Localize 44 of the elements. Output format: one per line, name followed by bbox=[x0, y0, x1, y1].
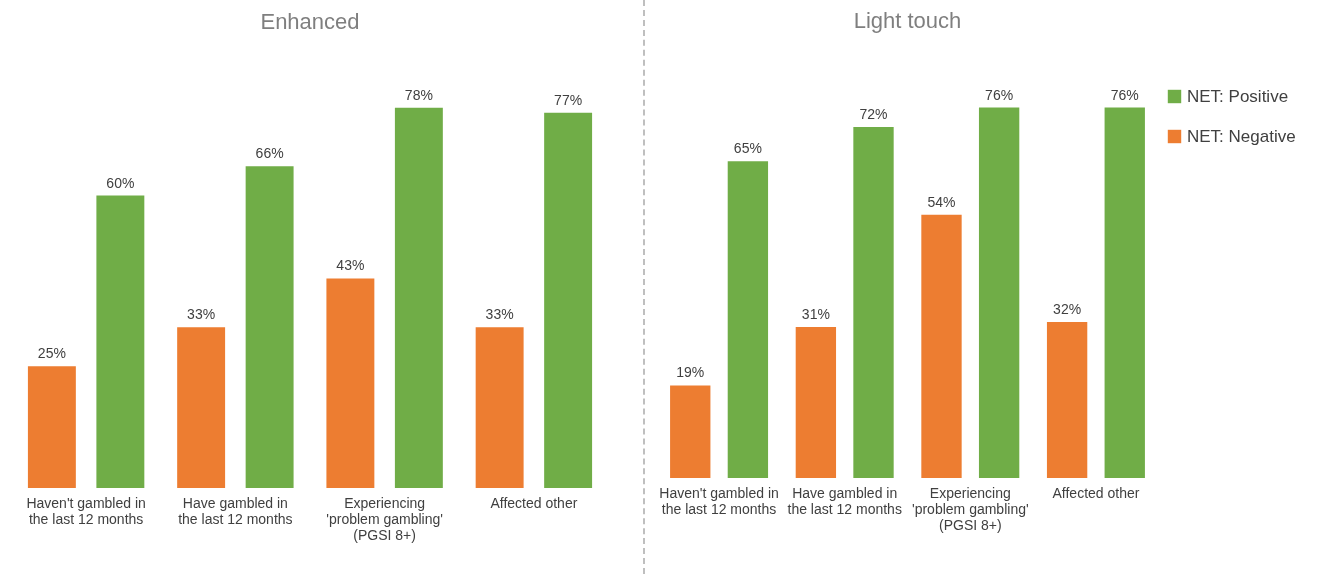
bar bbox=[1104, 107, 1145, 478]
bar bbox=[795, 326, 837, 478]
bar bbox=[727, 161, 769, 478]
data-label: 43% bbox=[336, 257, 365, 274]
bar bbox=[978, 107, 1020, 478]
x-tick-label: Haven't gambled in the last 12 months bbox=[26, 494, 146, 527]
bar bbox=[326, 278, 375, 488]
x-tick-label: Experiencing 'problem gambling' (PGSI 8+) bbox=[911, 484, 1029, 533]
data-label: 33% bbox=[485, 306, 514, 323]
bar bbox=[394, 107, 443, 488]
x-tick-label: Affected other bbox=[1052, 484, 1140, 501]
data-label: 60% bbox=[106, 174, 135, 191]
data-label: 78% bbox=[404, 86, 433, 103]
data-label: 66% bbox=[255, 145, 284, 162]
chart-title: Enhanced bbox=[260, 8, 360, 34]
bar bbox=[853, 127, 894, 478]
bar bbox=[96, 195, 145, 488]
data-label: 76% bbox=[985, 86, 1014, 103]
data-label: 72% bbox=[859, 106, 888, 122]
data-label: 25% bbox=[37, 345, 66, 362]
data-label: 31% bbox=[801, 305, 830, 322]
chart-title: Light touch bbox=[853, 8, 962, 33]
data-label: 32% bbox=[1053, 301, 1082, 317]
bar bbox=[27, 366, 76, 488]
x-tick-label: Experiencing 'problem gambling' (PGSI 8+) bbox=[326, 494, 443, 543]
data-label: 76% bbox=[1110, 86, 1139, 103]
bar bbox=[544, 112, 593, 488]
x-tick-label: Have gambled in the last 12 months bbox=[178, 494, 293, 527]
bar bbox=[177, 327, 226, 488]
data-label: 19% bbox=[676, 364, 705, 381]
data-label: 54% bbox=[927, 193, 956, 210]
x-tick-label: Haven't gambled in the last 12 months bbox=[659, 484, 779, 517]
legend-label: NET: Negative bbox=[1187, 126, 1296, 146]
data-label: 77% bbox=[554, 91, 583, 108]
bar bbox=[670, 385, 711, 478]
data-label: 33% bbox=[187, 306, 216, 323]
bar bbox=[475, 327, 524, 488]
legend-label: NET: Positive bbox=[1187, 86, 1289, 106]
x-tick-label: Affected other bbox=[490, 494, 578, 511]
bar bbox=[1046, 322, 1088, 478]
data-label: 65% bbox=[733, 140, 762, 157]
x-tick-label: Have gambled in the last 12 months bbox=[787, 484, 902, 517]
bar bbox=[921, 214, 962, 478]
bar bbox=[245, 166, 294, 488]
